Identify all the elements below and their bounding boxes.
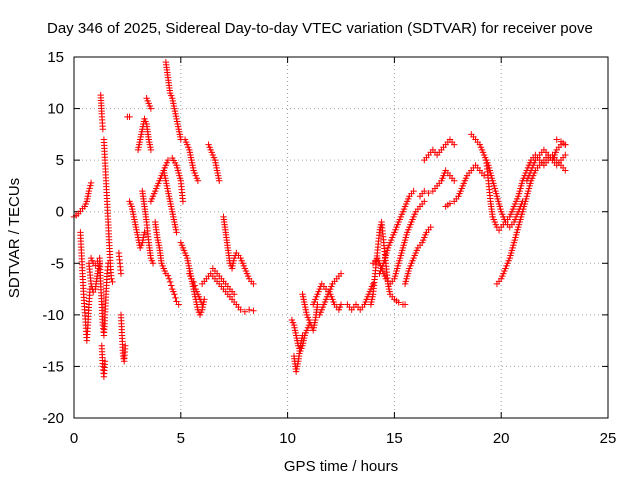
- data-point: [451, 141, 458, 148]
- data-point: [85, 187, 93, 195]
- data-point: [425, 189, 432, 197]
- data-point: [87, 182, 94, 189]
- data-point: [164, 156, 172, 164]
- x-tick-label: 20: [493, 430, 510, 447]
- data-point: [480, 172, 488, 179]
- x-tick-label: 10: [279, 430, 296, 447]
- data-point: [141, 229, 148, 236]
- data-point: [164, 272, 172, 279]
- y-tick-label: -10: [42, 307, 64, 324]
- y-tick-label: 0: [56, 204, 64, 221]
- data-point: [171, 291, 178, 298]
- data-point: [446, 200, 454, 207]
- chart-title: Day 346 of 2025, Sidereal Day-to-day VTE…: [47, 20, 593, 37]
- data-point: [241, 308, 249, 315]
- data-point: [190, 278, 197, 286]
- plot-frame: [73, 56, 609, 419]
- data-point: [108, 275, 115, 282]
- data-point: [216, 177, 223, 184]
- data-point: [147, 146, 155, 154]
- data-point: [562, 141, 569, 148]
- data-point: [173, 229, 180, 236]
- y-tick-label: 15: [47, 49, 64, 66]
- data-point: [237, 306, 244, 313]
- data-point: [149, 260, 157, 267]
- data-point: [401, 301, 409, 308]
- data-point: [172, 294, 179, 302]
- data-point: [337, 270, 345, 277]
- data-point: [86, 185, 93, 192]
- axis-ticks: [73, 56, 609, 419]
- data-point: [562, 151, 569, 159]
- data-point: [421, 187, 428, 195]
- x-tick-label: 25: [600, 430, 617, 447]
- y-tick-label: -20: [42, 410, 64, 427]
- tick-labels: 0 5 10 15 20 25 -20 -15 -10 -5 0 5 10 15: [42, 49, 616, 447]
- data-point: [410, 187, 417, 195]
- y-tick-label: -15: [42, 358, 64, 375]
- data-point: [126, 113, 133, 121]
- y-tick-label: -5: [51, 255, 64, 272]
- data-point: [245, 306, 253, 313]
- data-point: [101, 358, 109, 365]
- data-point: [299, 332, 306, 339]
- data-point: [421, 198, 428, 205]
- data-point: [198, 301, 206, 308]
- data-point: [166, 278, 174, 286]
- y-tick-label: 10: [47, 101, 64, 118]
- data-point: [250, 280, 257, 288]
- data-point: [337, 301, 345, 308]
- data-point: [179, 198, 187, 205]
- data-point: [99, 126, 107, 133]
- data-point: [451, 177, 458, 184]
- data-point: [231, 291, 238, 298]
- data-point: [395, 299, 402, 306]
- data-point: [109, 278, 116, 286]
- data-point: [165, 275, 173, 282]
- data-point: [117, 270, 125, 277]
- data-point: [122, 342, 129, 349]
- data-point: [191, 282, 198, 289]
- x-tick-label: 0: [70, 430, 78, 447]
- data-point: [562, 167, 569, 174]
- data-point: [87, 179, 95, 187]
- data-point: [167, 282, 175, 289]
- x-tick-label: 15: [386, 430, 403, 447]
- data-point: [369, 280, 377, 288]
- data-point: [427, 223, 434, 231]
- y-axis-label: SDTVAR / TECUs: [6, 178, 23, 298]
- data-point: [250, 307, 257, 314]
- x-tick-label: 5: [177, 430, 185, 447]
- y-tick-label: 5: [56, 152, 64, 169]
- data-point: [92, 262, 99, 269]
- data-point: [553, 136, 560, 143]
- data-point: [147, 105, 155, 112]
- data-point: [194, 177, 202, 184]
- data-point: [175, 301, 182, 308]
- x-axis-label: GPS time / hours: [284, 458, 398, 475]
- data-series-sdtvar: [70, 58, 569, 380]
